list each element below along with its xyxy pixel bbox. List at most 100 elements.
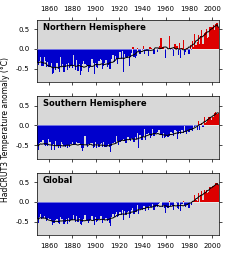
Bar bbox=[143, 125, 144, 136]
Bar bbox=[51, 202, 52, 222]
Bar bbox=[38, 125, 39, 150]
Bar bbox=[103, 49, 104, 66]
Bar bbox=[198, 35, 199, 49]
Bar bbox=[121, 125, 122, 141]
Bar bbox=[58, 202, 59, 223]
Bar bbox=[209, 117, 211, 125]
Bar bbox=[202, 43, 204, 49]
Bar bbox=[93, 125, 94, 148]
Bar bbox=[56, 202, 58, 219]
Bar bbox=[166, 125, 167, 136]
Bar bbox=[207, 119, 208, 125]
Bar bbox=[104, 49, 106, 63]
Bar bbox=[212, 27, 213, 49]
Bar bbox=[151, 48, 152, 49]
Bar bbox=[215, 24, 216, 49]
Bar bbox=[159, 46, 160, 49]
Bar bbox=[129, 125, 130, 140]
Bar bbox=[131, 125, 132, 138]
Bar bbox=[218, 113, 219, 125]
Bar bbox=[207, 193, 208, 202]
Bar bbox=[139, 125, 141, 135]
Bar bbox=[38, 202, 39, 223]
Bar bbox=[55, 202, 56, 220]
Bar bbox=[97, 49, 99, 68]
Bar bbox=[187, 125, 188, 131]
Bar bbox=[74, 49, 75, 65]
Bar bbox=[40, 125, 41, 142]
Bar bbox=[99, 202, 100, 219]
Bar bbox=[39, 202, 40, 217]
Bar bbox=[102, 125, 103, 147]
Bar bbox=[75, 49, 76, 70]
Bar bbox=[144, 125, 145, 129]
Bar bbox=[87, 125, 88, 147]
Bar bbox=[81, 125, 82, 148]
Bar bbox=[173, 125, 174, 136]
Bar bbox=[101, 202, 102, 216]
Bar bbox=[204, 190, 205, 202]
Bar bbox=[125, 49, 126, 57]
Bar bbox=[42, 125, 44, 140]
Bar bbox=[69, 49, 70, 68]
Bar bbox=[135, 125, 136, 136]
Bar bbox=[49, 202, 51, 219]
Bar bbox=[211, 120, 212, 125]
Bar bbox=[73, 125, 74, 145]
Bar bbox=[112, 125, 114, 143]
Bar bbox=[176, 125, 177, 131]
Bar bbox=[136, 202, 137, 212]
Bar bbox=[184, 202, 185, 205]
Bar bbox=[128, 49, 129, 56]
Bar bbox=[53, 49, 54, 73]
Bar bbox=[39, 125, 40, 143]
Bar bbox=[45, 125, 46, 146]
Bar bbox=[41, 49, 42, 66]
Bar bbox=[128, 125, 129, 137]
Bar bbox=[184, 49, 185, 55]
Bar bbox=[171, 125, 172, 132]
Bar bbox=[126, 202, 128, 212]
Bar bbox=[54, 202, 55, 224]
Bar bbox=[142, 125, 143, 140]
Bar bbox=[54, 49, 55, 67]
Bar bbox=[172, 125, 173, 133]
Bar bbox=[146, 49, 148, 51]
Bar bbox=[77, 125, 79, 143]
Bar bbox=[149, 202, 150, 206]
Bar bbox=[63, 125, 65, 146]
Bar bbox=[185, 202, 186, 207]
Bar bbox=[177, 46, 178, 49]
Bar bbox=[96, 49, 97, 67]
Bar bbox=[77, 202, 79, 222]
Bar bbox=[182, 40, 184, 49]
Bar bbox=[63, 202, 65, 224]
Bar bbox=[170, 125, 171, 133]
Bar bbox=[186, 48, 187, 49]
Bar bbox=[139, 202, 141, 210]
Bar bbox=[179, 43, 180, 49]
Bar bbox=[102, 49, 103, 69]
Bar bbox=[55, 125, 56, 141]
Bar bbox=[185, 125, 186, 132]
Bar bbox=[90, 125, 91, 143]
Bar bbox=[55, 49, 56, 70]
Bar bbox=[137, 48, 138, 49]
Bar bbox=[66, 49, 67, 64]
Bar bbox=[101, 49, 102, 60]
Bar bbox=[59, 202, 60, 224]
Bar bbox=[94, 49, 95, 74]
Bar bbox=[130, 202, 131, 214]
Bar bbox=[140, 125, 142, 140]
Bar bbox=[190, 202, 191, 203]
Bar bbox=[91, 125, 93, 143]
Bar bbox=[182, 125, 184, 133]
Bar bbox=[62, 49, 63, 64]
Bar bbox=[63, 49, 65, 72]
Bar bbox=[36, 125, 38, 144]
Bar bbox=[181, 48, 182, 49]
Bar bbox=[151, 125, 152, 136]
Bar bbox=[167, 202, 169, 208]
Bar bbox=[212, 116, 213, 125]
Bar bbox=[140, 202, 142, 209]
